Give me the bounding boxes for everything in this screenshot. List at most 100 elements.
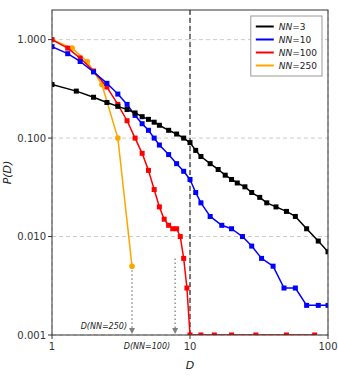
marker: [181, 136, 186, 141]
tick: [328, 335, 329, 339]
marker: [235, 180, 240, 185]
marker: [146, 117, 151, 122]
marker: [188, 177, 193, 182]
annotation-arrow: [129, 328, 135, 334]
marker: [316, 303, 321, 308]
marker: [91, 69, 96, 74]
legend-label: NN=10: [279, 35, 312, 45]
tick: [48, 138, 52, 139]
marker: [216, 167, 221, 172]
marker: [152, 136, 157, 141]
marker: [208, 161, 213, 166]
marker: [229, 177, 234, 182]
marker: [129, 263, 135, 269]
tick-label: 1.000: [17, 34, 46, 45]
tick-label: 0.001: [17, 330, 46, 341]
tick-label: 10: [184, 341, 197, 352]
legend-swatch: [256, 65, 274, 67]
marker: [140, 121, 145, 126]
tick-label: 1: [49, 341, 55, 352]
y-axis-label: P(D): [1, 161, 14, 185]
marker: [242, 184, 247, 189]
marker: [104, 81, 109, 86]
marker: [146, 168, 151, 173]
x-axis-label: D: [186, 359, 194, 372]
tick: [48, 236, 52, 237]
marker: [162, 217, 167, 222]
marker: [65, 46, 70, 51]
plot-frame: [52, 10, 328, 335]
marker: [140, 114, 145, 119]
marker: [174, 161, 179, 166]
marker: [282, 286, 287, 291]
series: [52, 44, 328, 308]
tick: [48, 335, 52, 336]
marker: [78, 59, 83, 64]
marker: [264, 200, 269, 205]
marker: [284, 209, 289, 214]
legend: NN=3NN=10NN=100NN=250: [251, 16, 322, 76]
marker: [125, 107, 130, 112]
marker: [223, 173, 228, 178]
plot-area: [52, 10, 328, 335]
tick: [48, 39, 52, 40]
reference-line: [190, 10, 191, 335]
legend-label: NN=100: [279, 48, 317, 58]
marker: [240, 234, 245, 239]
marker: [125, 102, 130, 107]
tick-label: 0.010: [17, 231, 46, 242]
marker: [174, 132, 179, 137]
series-line: [52, 40, 132, 267]
marker: [257, 195, 262, 200]
marker: [115, 135, 121, 141]
marker: [157, 204, 162, 209]
tick: [190, 335, 191, 339]
marker: [91, 95, 96, 100]
marker: [74, 89, 79, 94]
marker: [133, 136, 138, 141]
marker: [229, 226, 234, 231]
marker: [181, 169, 186, 174]
marker: [219, 223, 224, 228]
marker: [293, 214, 298, 219]
axes: 1101000.0010.0100.1001.000: [17, 34, 337, 352]
marker: [304, 226, 309, 231]
marker: [115, 104, 120, 109]
marker: [188, 140, 193, 145]
marker: [259, 256, 264, 261]
marker: [181, 256, 186, 261]
annotation-line: [131, 266, 132, 330]
legend-swatch: [256, 52, 274, 54]
series-line: [52, 85, 328, 252]
marker: [115, 92, 120, 97]
marker: [316, 239, 321, 244]
tick-label: 100: [318, 341, 337, 352]
marker: [91, 69, 96, 74]
marker: [166, 128, 171, 133]
marker: [157, 123, 162, 128]
series: [52, 37, 317, 335]
marker: [193, 190, 198, 195]
marker: [152, 187, 157, 192]
marker: [140, 151, 145, 156]
marker: [208, 214, 213, 219]
marker: [249, 190, 254, 195]
annotation: D(NN=100): [124, 342, 170, 351]
marker: [178, 234, 183, 239]
annotation-arrow: [172, 328, 178, 334]
series-line: [52, 40, 315, 335]
legend-swatch: [256, 26, 274, 28]
series: [52, 37, 135, 269]
legend-label: NN=3: [279, 22, 306, 32]
marker: [271, 264, 276, 269]
grid: [52, 10, 328, 335]
marker: [198, 154, 203, 159]
marker: [304, 303, 309, 308]
marker: [184, 286, 189, 291]
marker: [65, 51, 70, 56]
legend-swatch: [256, 39, 274, 41]
marker: [274, 204, 279, 209]
marker: [193, 148, 198, 153]
marker: [174, 226, 179, 231]
annotation-line: [174, 258, 175, 330]
